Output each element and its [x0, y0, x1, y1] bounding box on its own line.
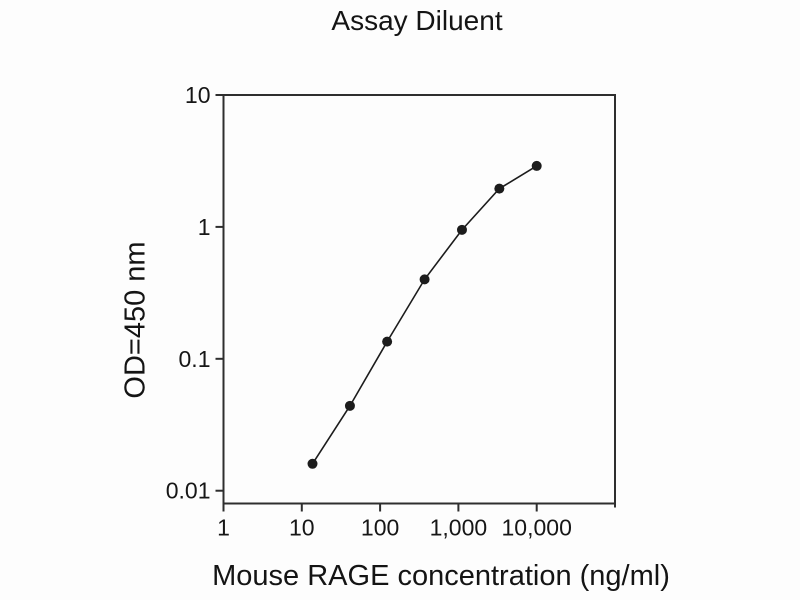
data-point [531, 160, 542, 171]
x-axis-label: Mouse RAGE concentration (ng/ml) [212, 560, 670, 592]
x-tick-label: 1,000 [430, 515, 488, 541]
x-tick-label: 100 [361, 515, 399, 541]
x-tick-label: 10 [289, 515, 315, 541]
y-tick-label: 0.01 [166, 478, 211, 504]
x-tick-label: 1 [217, 515, 230, 541]
chart-title: Assay Diluent [331, 5, 503, 36]
data-point [344, 400, 355, 411]
y-tick-label: 0.1 [179, 346, 211, 372]
data-point [382, 336, 393, 347]
data-point [456, 224, 467, 235]
data-point [419, 274, 430, 285]
y-tick-label: 1 [198, 214, 211, 240]
data-point [307, 458, 318, 469]
y-tick-label: 10 [185, 82, 211, 108]
x-tick-label: 10,000 [502, 515, 572, 541]
data-point [494, 183, 505, 194]
plot-frame [222, 94, 616, 505]
series-line [311, 165, 538, 465]
